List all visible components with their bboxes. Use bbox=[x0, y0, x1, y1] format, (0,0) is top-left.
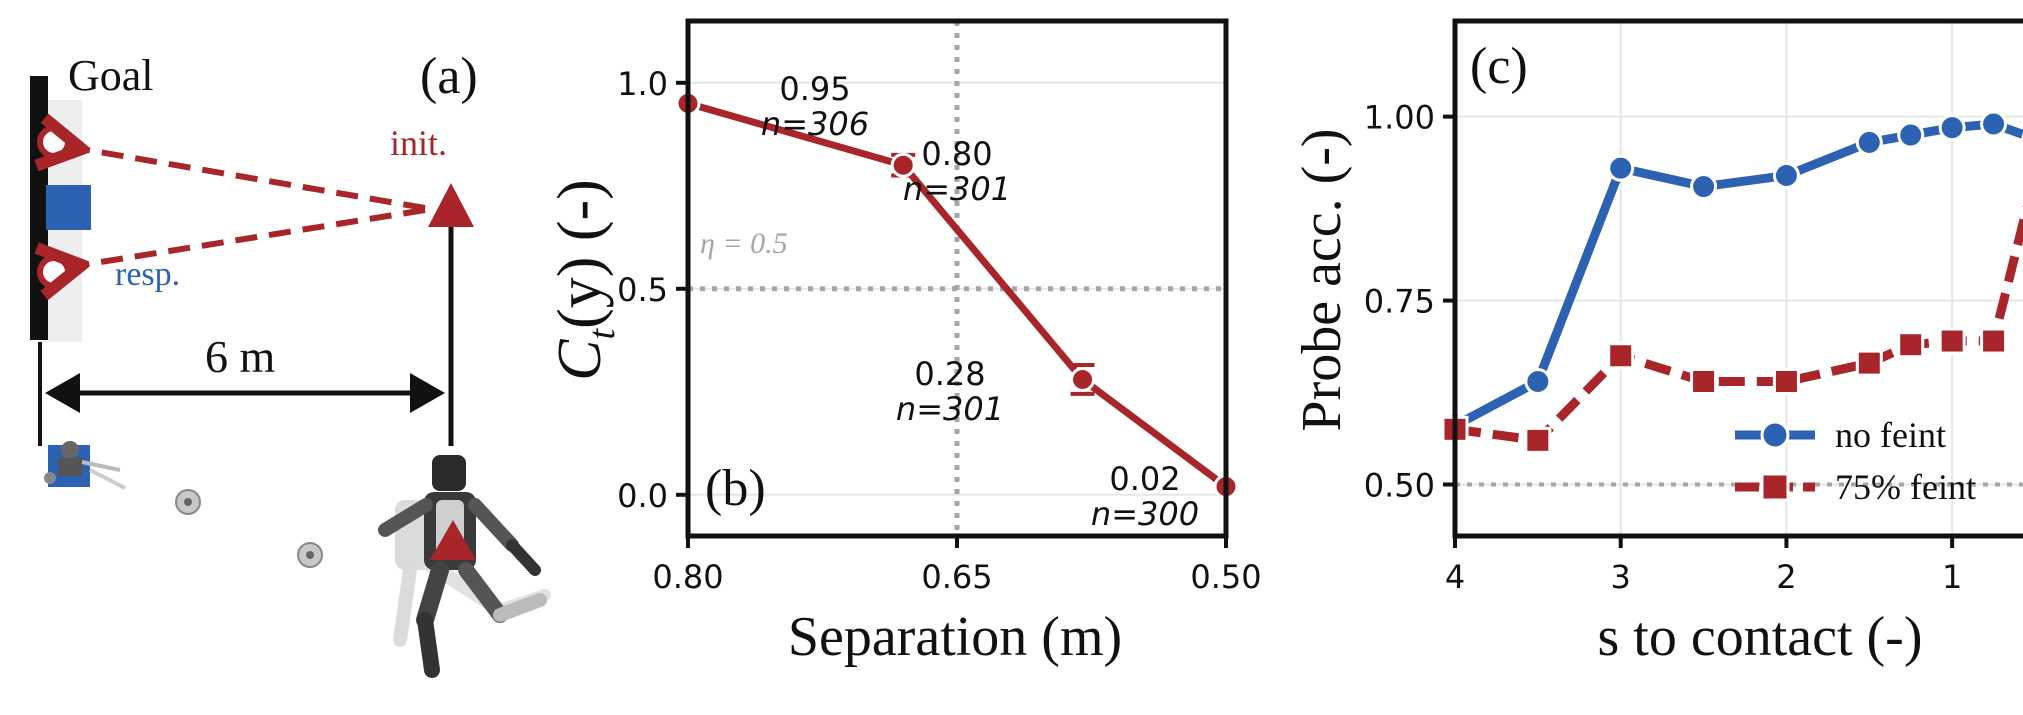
data-point-square bbox=[1855, 349, 1883, 377]
data-point-square bbox=[1772, 368, 1800, 395]
annotation-n: n=301 bbox=[903, 170, 1011, 208]
x-tick-label: 2 bbox=[1776, 558, 1796, 596]
legend-marker-square bbox=[1760, 472, 1790, 502]
soccer-ball-icon bbox=[175, 489, 201, 515]
panel-c-ticks: 0.50 0.75 1.00 4 3 2 1 bbox=[1364, 99, 1963, 596]
x-tick-label: 0.80 bbox=[652, 558, 723, 596]
x-tick-label: 3 bbox=[1611, 558, 1631, 596]
annotation-n: n=301 bbox=[896, 390, 1004, 428]
x-tick-label: 1 bbox=[1942, 558, 1962, 596]
data-point-square bbox=[1938, 327, 1966, 355]
data-point-square bbox=[1980, 327, 2008, 355]
data-point-circle bbox=[1980, 110, 2008, 138]
y-tick-label: 0.5 bbox=[617, 271, 668, 309]
annotation-value: 0.80 bbox=[921, 135, 992, 173]
panel-b-label: (b) bbox=[705, 460, 766, 517]
y-tick-label: 1.00 bbox=[1364, 99, 1435, 137]
data-point-circle bbox=[1690, 173, 1718, 201]
y-tick-label: 1.0 bbox=[617, 65, 668, 103]
legend-marker-circle bbox=[1760, 420, 1790, 450]
data-point-square bbox=[1607, 342, 1635, 370]
panel-b-threshold-label: η = 0.5 bbox=[700, 227, 788, 260]
legend-label: 75% feint bbox=[1835, 467, 1976, 507]
panel-c-series bbox=[1441, 110, 2023, 454]
data-point-circle bbox=[1897, 121, 1925, 149]
data-point-circle bbox=[1855, 128, 1883, 156]
resp-label: resp. bbox=[115, 256, 180, 293]
distance-label: 6 m bbox=[205, 331, 276, 382]
panel-b-ylabel: Ct(y) (-) bbox=[546, 179, 623, 381]
panel-a-label: (a) bbox=[420, 48, 478, 105]
init-label: init. bbox=[390, 123, 447, 163]
panel-b-ticks: 0.0 0.5 1.0 0.80 0.65 0.50 bbox=[617, 65, 1262, 596]
annotation-value: 0.28 bbox=[914, 355, 985, 393]
data-point-circle bbox=[1524, 368, 1552, 395]
data-point-circle bbox=[1938, 114, 1966, 142]
panel-b-ylabel-sub: t bbox=[581, 327, 623, 339]
annotation-value: 0.02 bbox=[1109, 460, 1180, 498]
series-line-feint bbox=[1454, 204, 2023, 445]
y-tick-label: 0.0 bbox=[617, 477, 668, 515]
panel-b-threshold-lines bbox=[688, 21, 1226, 536]
data-point bbox=[1070, 366, 1096, 392]
x-tick-label: 0.50 bbox=[1190, 558, 1261, 596]
data-point-circle bbox=[1607, 154, 1635, 182]
legend-label: no feint bbox=[1835, 415, 1946, 455]
data-point-square bbox=[1897, 331, 1925, 359]
feint-arrow-lower bbox=[76, 207, 426, 266]
annotation-n: n=300 bbox=[1091, 495, 1199, 533]
robot-keeper-icon bbox=[44, 441, 126, 490]
data-point-square bbox=[1524, 426, 1552, 454]
target-circle-icon bbox=[37, 255, 71, 289]
panel-c-legend: no feint 75% feint bbox=[1735, 415, 1976, 507]
annotation-n: n=306 bbox=[761, 105, 869, 143]
svg-text:Ct(y) (-): Ct(y) (-) bbox=[546, 179, 623, 381]
goal-post bbox=[30, 76, 48, 340]
panel-c-chart: 0.50 0.75 1.00 4 3 2 1 (c) s to contact (-) Pr… bbox=[1291, 18, 2023, 668]
panel-b-ylabel-main: C bbox=[546, 339, 614, 381]
panel-b-series bbox=[675, 90, 1239, 500]
panel-c-frame bbox=[1452, 18, 2023, 539]
humanoid-robot-icon bbox=[378, 455, 551, 678]
target-circle-icon bbox=[37, 125, 71, 159]
data-point bbox=[890, 152, 916, 178]
panel-c-grid bbox=[1454, 21, 2023, 536]
goal-label: Goal bbox=[68, 51, 154, 100]
x-tick-label: 4 bbox=[1445, 558, 1465, 596]
panel-c-label: (c) bbox=[1470, 38, 1528, 95]
series-line bbox=[687, 100, 1229, 490]
soccer-ball-icon bbox=[297, 542, 323, 568]
panel-b-xlabel: Separation (m) bbox=[788, 606, 1122, 668]
panel-c-xlabel: s to contact (-) bbox=[1598, 606, 1923, 668]
y-tick-label: 0.75 bbox=[1364, 283, 1435, 321]
y-tick-label: 0.50 bbox=[1364, 467, 1435, 505]
data-point-circle bbox=[1772, 162, 1800, 189]
blue-square-marker bbox=[46, 185, 91, 230]
data-point-square bbox=[1690, 368, 1718, 395]
red-triangle-marker bbox=[428, 183, 474, 227]
series-line-no-feint bbox=[1452, 119, 2023, 430]
panel-c-ylabel: Probe acc. (-) bbox=[1291, 128, 1353, 431]
feint-arrow-upper bbox=[76, 148, 426, 211]
panel-a-diagram: Goal (a) init. resp. bbox=[30, 48, 551, 678]
x-tick-label: 0.65 bbox=[921, 558, 992, 596]
panel-b-frame bbox=[685, 18, 1229, 539]
annotation-value: 0.95 bbox=[779, 70, 850, 108]
panel-b-ylabel-rest: (y) (-) bbox=[546, 179, 614, 329]
